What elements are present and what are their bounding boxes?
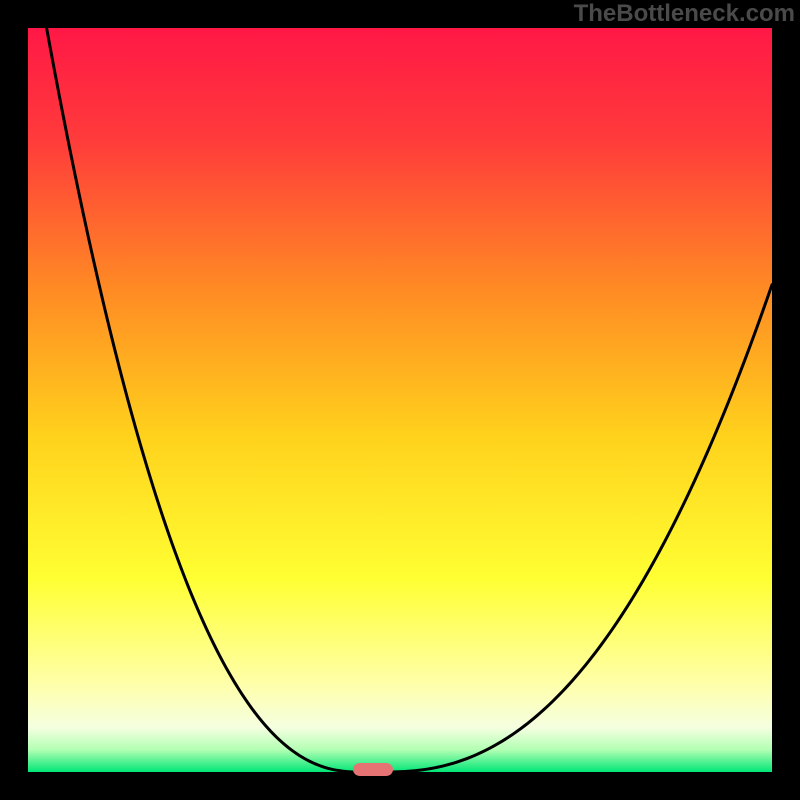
plot-area — [28, 28, 772, 772]
watermark-text: TheBottleneck.com — [574, 0, 795, 28]
chart-container: TheBottleneck.com — [0, 0, 800, 800]
bottleneck-curve — [47, 28, 772, 772]
curve-layer — [28, 28, 772, 772]
bottleneck-marker — [353, 763, 393, 776]
